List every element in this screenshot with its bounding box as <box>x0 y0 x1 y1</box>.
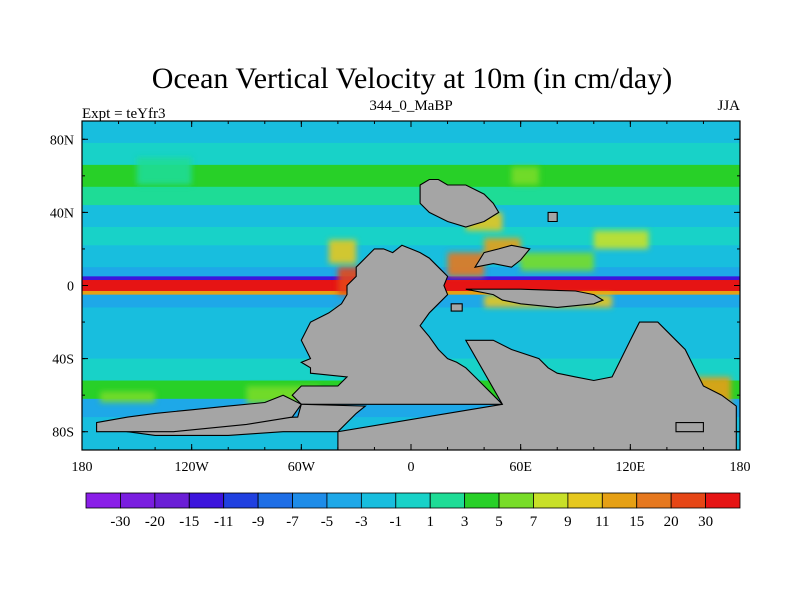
y-tick-label-4: 80S <box>52 426 74 441</box>
x-tick-label-1: 120W <box>175 460 210 475</box>
right-string: JJA <box>717 98 740 114</box>
land-mask-4 <box>465 288 605 308</box>
colorbar-label-14: 11 <box>595 514 609 530</box>
colorbar-label-8: -1 <box>390 514 403 530</box>
colorbar-box-7 <box>326 492 362 509</box>
colorbar-box-17 <box>670 492 706 509</box>
land-mask-2 <box>337 321 737 450</box>
colorbar-label-7: -3 <box>355 514 368 530</box>
colorbar-label-6: -5 <box>321 514 334 530</box>
y-tick-label-1: 40N <box>50 206 74 221</box>
x-tick-label-4: 60E <box>509 460 532 475</box>
colorbar-box-14 <box>567 492 603 509</box>
colorbar-label-11: 5 <box>495 514 503 530</box>
contour-patch-9 <box>593 230 649 249</box>
land-mask-9 <box>450 303 463 312</box>
colorbar-box-2 <box>154 492 190 509</box>
zonal-band-1 <box>82 142 740 166</box>
colorbar-label-3: -11 <box>214 514 233 530</box>
zonal-band-0 <box>82 121 740 144</box>
land-mask-7 <box>675 422 704 433</box>
colorbar-label-1: -20 <box>145 514 165 530</box>
contour-patch-8 <box>511 166 539 185</box>
colorbar-label-5: -7 <box>286 514 299 530</box>
center-string: 344_0_MaBP <box>369 98 452 114</box>
colorbar-box-13 <box>533 492 569 509</box>
land-mask-6 <box>96 394 303 433</box>
colorbar-box-15 <box>601 492 638 509</box>
colorbar-box-5 <box>257 492 293 509</box>
colorbar-label-4: -9 <box>252 514 265 530</box>
colorbar-box-8 <box>360 492 397 509</box>
contour-patch-1 <box>328 239 357 264</box>
colorbar-box-18 <box>705 492 741 509</box>
colorbar-label-15: 15 <box>629 514 644 530</box>
contour-patch-3 <box>447 252 485 277</box>
contour-patch-13 <box>100 391 156 403</box>
left-string: Expt = teYfr3 <box>82 106 165 122</box>
x-tick-label-2: 60W <box>288 460 316 475</box>
y-tick-label-0: 80N <box>50 133 74 148</box>
colorbar-box-9 <box>395 492 431 509</box>
x-tick-label-6: 180 <box>730 460 751 475</box>
colorbar-label-9: 1 <box>426 514 434 530</box>
colorbar-label-13: 9 <box>564 514 572 530</box>
colorbar-box-3 <box>188 492 225 509</box>
colorbar-label-12: 7 <box>530 514 538 530</box>
colorbar-box-11 <box>464 492 500 509</box>
zonal-band-2 <box>82 164 740 188</box>
colorbar-box-6 <box>292 492 328 509</box>
colorbar-label-0: -30 <box>110 514 130 530</box>
x-axis: 180 120W 60W 0 60E 120E 180 <box>72 121 751 475</box>
colorbar-box-0 <box>85 492 121 509</box>
plot-area <box>82 121 740 450</box>
land-mask-8 <box>547 211 558 223</box>
colorbar-label-17: 30 <box>698 514 713 530</box>
y-tick-label-2: 0 <box>67 280 74 295</box>
contour-patch-5 <box>520 252 594 271</box>
colorbar-box-4 <box>223 492 259 509</box>
colorbar-box-1 <box>120 492 156 509</box>
land-mask-3 <box>419 178 500 228</box>
land-mask-5 <box>473 244 531 268</box>
y-tick-label-3: 40S <box>52 353 74 368</box>
colorbar: -30 -20 -15 -11 -9 -7 -5 -3 -1 1 3 5 7 9 11 15 20 30 <box>85 492 741 530</box>
zonal-band-3 <box>82 186 740 206</box>
chart-title: Ocean Vertical Velocity at 10m (in cm/da… <box>152 62 672 95</box>
zonal-band-4 <box>82 205 740 228</box>
x-tick-label-0: 180 <box>72 460 93 475</box>
colorbar-box-16 <box>636 492 672 509</box>
colorbar-label-10: 3 <box>461 514 469 530</box>
land-masks <box>96 178 737 450</box>
zonal-band-5 <box>82 227 740 246</box>
colorbar-label-16: 20 <box>664 514 679 530</box>
y-axis: 80N 40N 0 40S 80S <box>50 133 740 441</box>
colorbar-box-12 <box>498 492 534 509</box>
x-tick-label-5: 120E <box>616 460 646 475</box>
colorbar-box-10 <box>429 492 466 509</box>
land-mask-0 <box>291 244 504 405</box>
colorbar-label-2: -15 <box>179 514 199 530</box>
x-tick-label-3: 0 <box>408 460 415 475</box>
contour-patch-12 <box>136 157 192 185</box>
